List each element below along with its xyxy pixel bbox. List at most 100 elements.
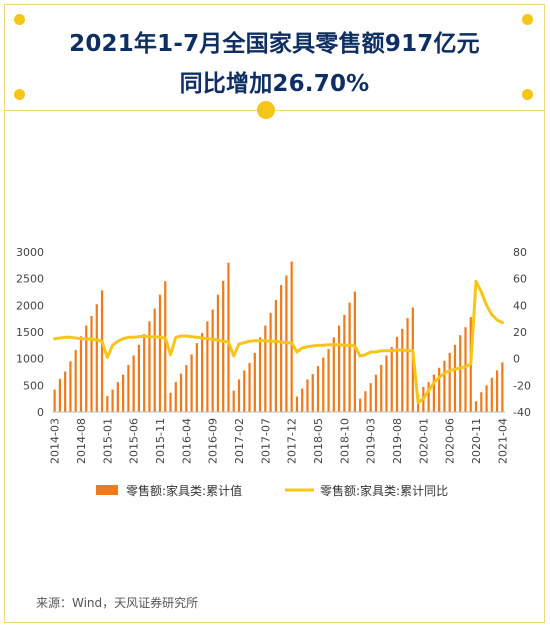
bar-mark: [148, 321, 151, 412]
bar-mark: [164, 281, 167, 412]
bar-mark: [232, 390, 235, 412]
x-tick-label: 2016-04: [180, 418, 193, 464]
legend-bar-label: 零售额:家具类:累计值: [126, 483, 242, 498]
bar-mark: [143, 334, 146, 412]
y-right-tick-label: 40: [513, 299, 527, 312]
x-tick-label: 2018-05: [312, 418, 325, 464]
bar-mark: [390, 346, 393, 412]
bar-mark: [322, 357, 325, 412]
line-series-path: [53, 279, 504, 405]
source-note: 来源：Wind，天风证券研究所: [36, 596, 199, 610]
y-left-tick-label: 3000: [16, 246, 44, 259]
y-left-tick-label: 0: [37, 406, 44, 419]
bar-mark: [290, 261, 293, 412]
x-tick-label: 2020-11: [470, 418, 483, 464]
bar-mark: [427, 382, 430, 412]
y-right-tick-label: -20: [513, 379, 531, 392]
y-left-tick-label: 1000: [16, 353, 44, 366]
bar-mark: [95, 304, 98, 412]
y-right-tick-label: -40: [513, 406, 531, 419]
y-left-tick-label: 500: [23, 379, 44, 392]
bar-mark: [179, 373, 183, 412]
bar-mark: [64, 371, 67, 412]
bar-mark: [280, 285, 283, 412]
x-tick-label: 2015-06: [128, 418, 141, 464]
bar-mark: [432, 374, 435, 412]
header: 2021年1-7月全国家具零售额917亿元 同比增加26.70%: [4, 4, 545, 114]
bar-mark: [401, 328, 404, 412]
bar-mark: [385, 355, 388, 412]
bar-mark: [190, 354, 193, 412]
bar-mark: [132, 355, 135, 412]
bar-mark: [79, 336, 83, 412]
bar-mark: [58, 378, 62, 412]
y-right-tick-label: 60: [513, 273, 527, 286]
y-left-tick-label: 2000: [16, 299, 44, 312]
bar-mark: [311, 374, 314, 412]
bar-mark: [406, 318, 409, 412]
x-tick-label: 2017-07: [259, 418, 272, 464]
bar-mark: [353, 291, 356, 412]
bar-mark: [464, 327, 467, 412]
bar-mark: [122, 374, 125, 412]
bar-mark: [69, 361, 72, 412]
bar-mark: [448, 352, 451, 412]
y-left-tick-label: 1500: [16, 326, 44, 339]
bar-mark: [306, 379, 309, 412]
bar-mark: [480, 392, 483, 412]
bar-mark: [343, 314, 346, 412]
x-tick-label: 2019-08: [391, 418, 404, 464]
bar-mark: [137, 344, 141, 412]
x-tick-label: 2021-04: [496, 418, 509, 464]
bar-mark: [501, 362, 504, 412]
legend-bar-swatch: [96, 485, 118, 495]
bar-mark: [453, 344, 457, 412]
bar-mark: [395, 336, 399, 412]
bar-mark: [169, 392, 172, 412]
bar-mark: [158, 294, 162, 412]
bar-mark: [222, 280, 225, 412]
y-right-tick-label: 0: [513, 353, 520, 366]
bar-mark: [211, 309, 214, 412]
bar-mark: [195, 343, 198, 412]
bar-mark: [106, 396, 109, 412]
bar-mark: [295, 396, 299, 412]
bar-mark: [174, 382, 177, 412]
bar-mark: [227, 262, 230, 412]
bar-mark: [459, 335, 462, 412]
bar-mark: [485, 385, 488, 412]
decor-dot-bottom-right: [522, 89, 533, 100]
bar-mark: [243, 370, 246, 412]
bar-mark: [474, 401, 478, 412]
x-tick-label: 2015-11: [154, 418, 167, 464]
bar-mark: [85, 325, 88, 412]
page-title-line1: 2021年1-7月全国家具零售额917亿元: [69, 31, 480, 57]
x-tick-label: 2016-09: [207, 418, 220, 464]
x-tick-label: 2014-08: [75, 418, 88, 464]
bar-mark: [301, 388, 304, 412]
bar-mark: [332, 337, 335, 412]
x-tick-label: 2020-01: [417, 418, 430, 464]
x-tick-label: 2017-02: [233, 418, 246, 464]
legend-line-label: 零售额:家具类:累计同比: [320, 483, 448, 498]
bar-mark: [201, 333, 204, 412]
bar-mark: [316, 366, 320, 412]
bar-mark: [111, 389, 114, 412]
y-right-tick-label: 20: [513, 326, 527, 339]
bar-mark: [74, 350, 77, 412]
bar-mark: [153, 308, 156, 412]
bar-mark: [206, 321, 209, 412]
bar-mark: [495, 370, 499, 412]
bar-mark: [90, 316, 93, 412]
bar-mark: [237, 379, 241, 412]
x-tick-label: 2017-12: [286, 418, 299, 464]
bar-mark: [348, 302, 351, 412]
bar-mark: [216, 294, 220, 412]
page-title-line2: 同比增加26.70%: [179, 71, 370, 97]
bar-mark: [116, 382, 119, 412]
bar-mark: [274, 300, 277, 412]
bar-mark: [438, 367, 441, 412]
bar-mark: [374, 374, 378, 412]
bar-mark: [359, 398, 362, 412]
bar-mark: [269, 312, 272, 412]
